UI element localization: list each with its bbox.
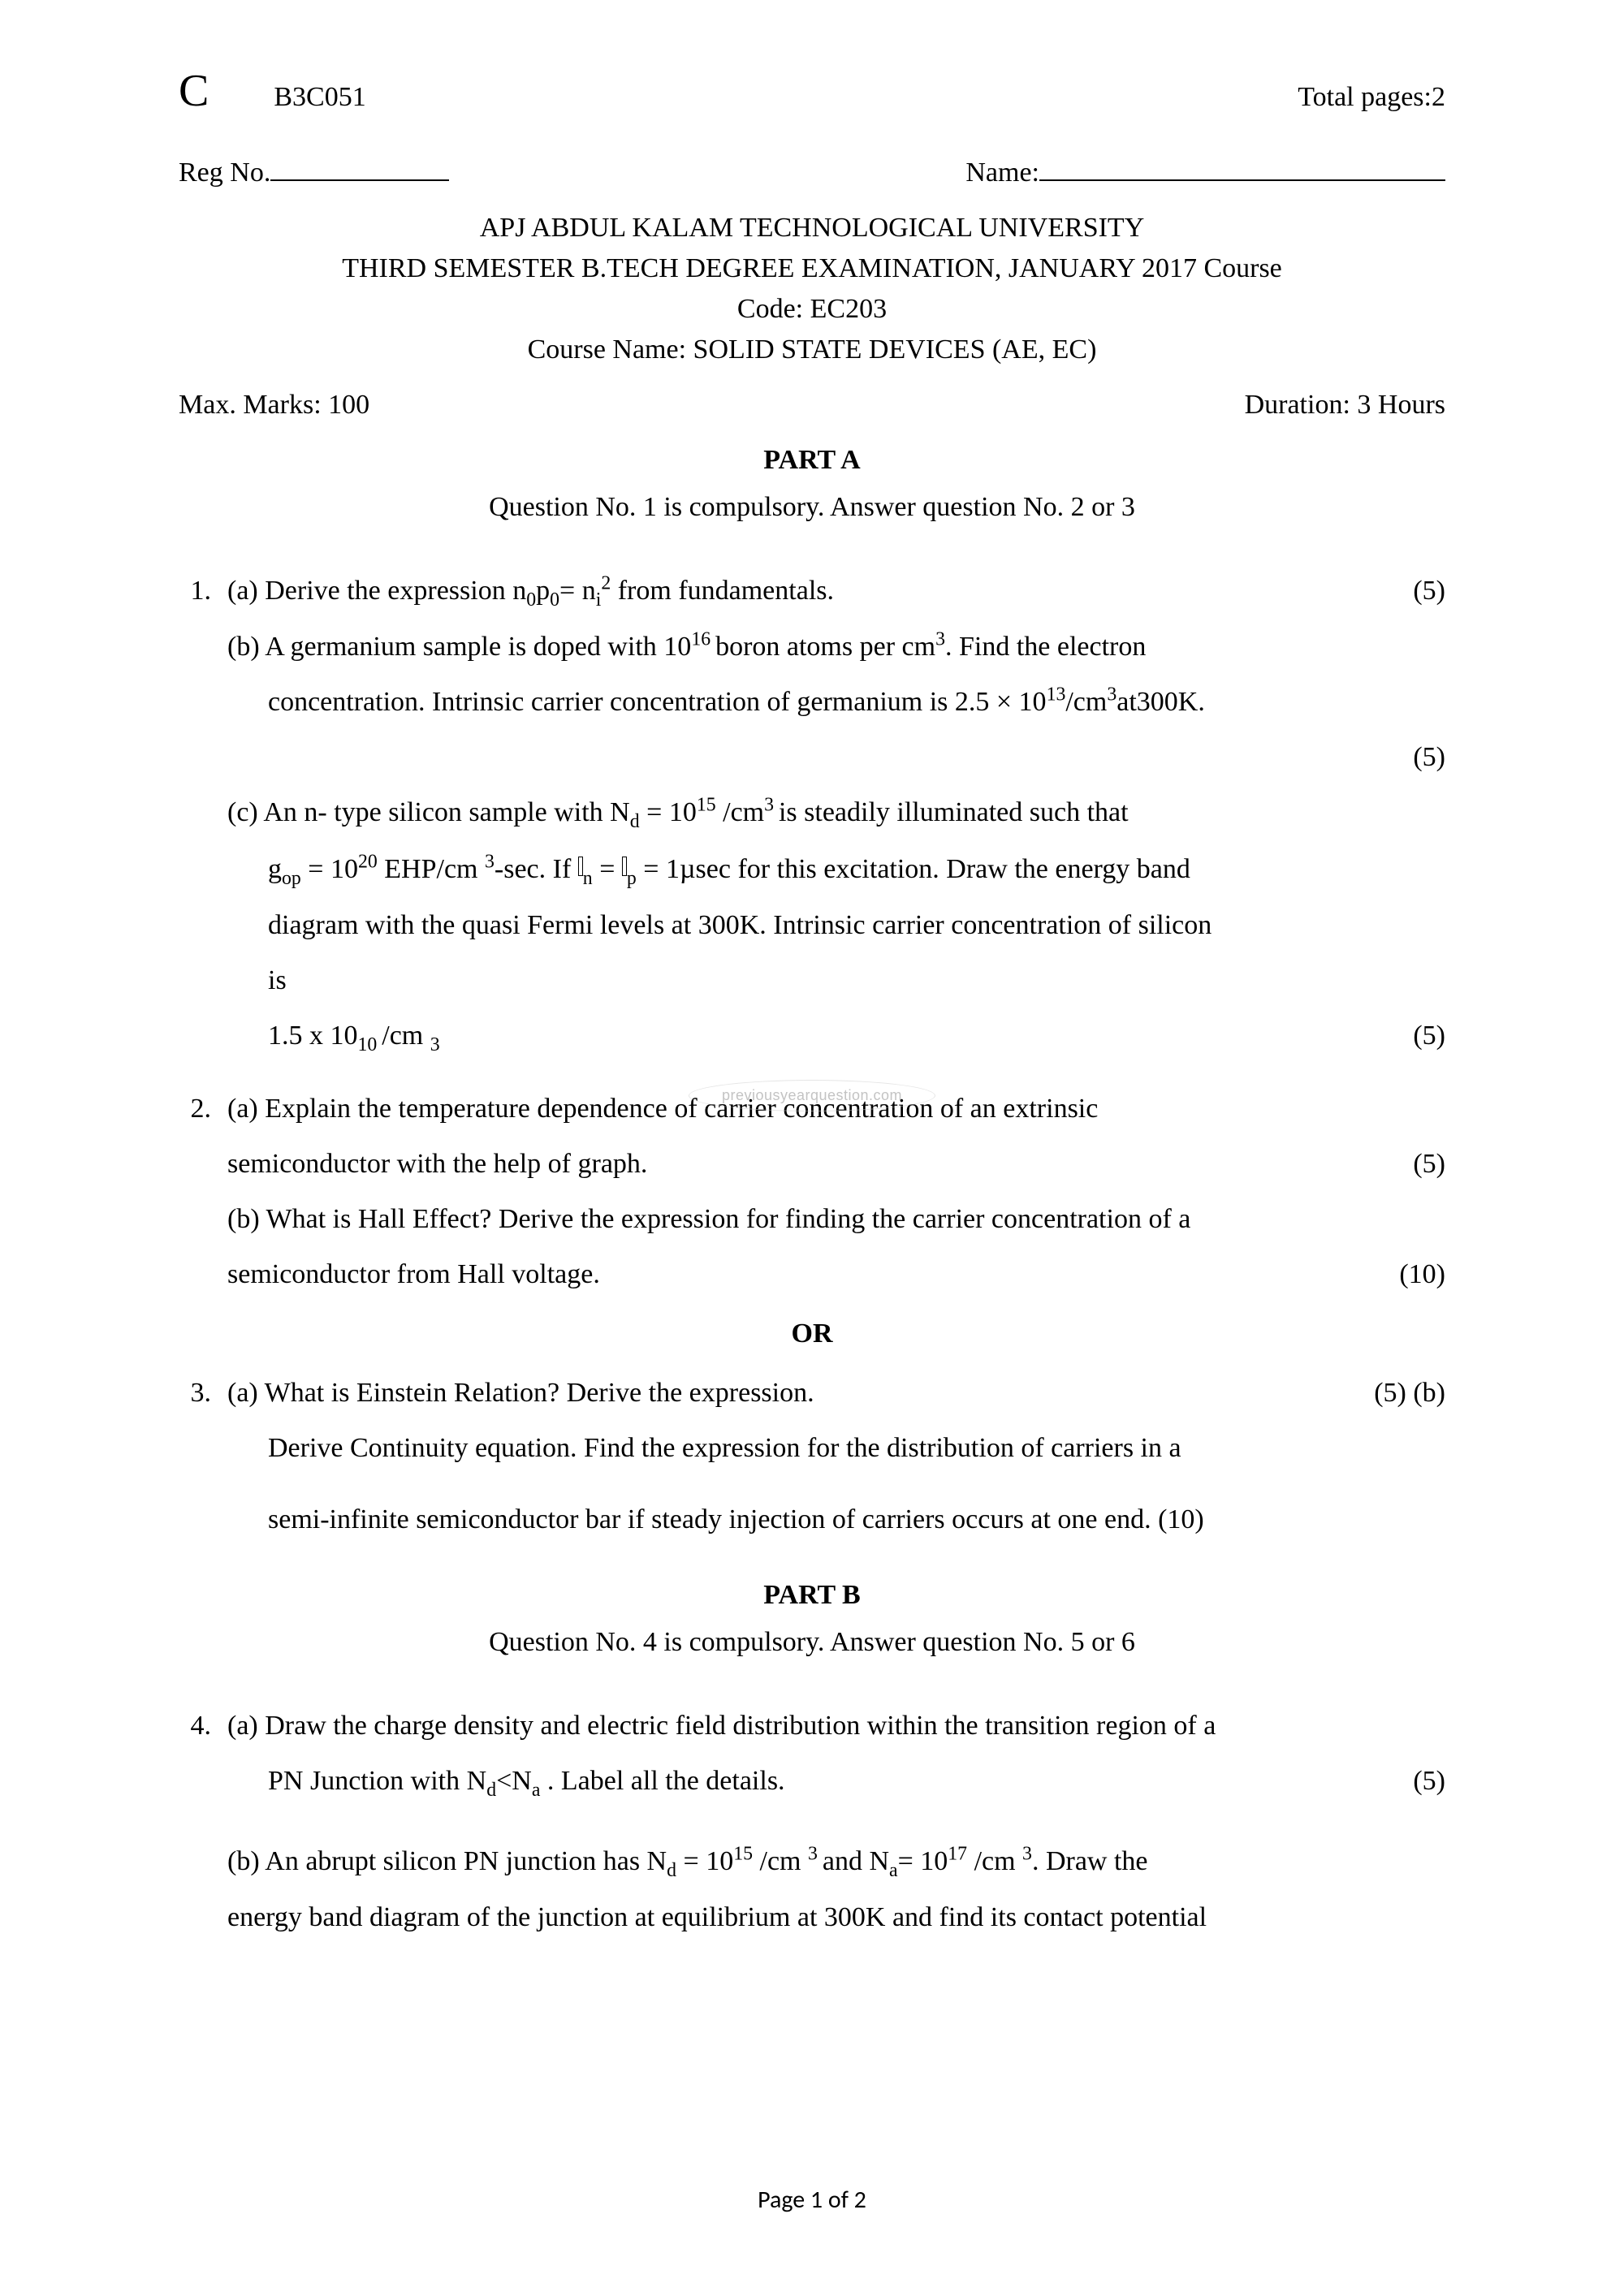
duration: Duration: 3 Hours [1245, 390, 1445, 421]
or-separator: OR [179, 1318, 1445, 1349]
reg-name-line: Reg No. Name: [179, 158, 1445, 188]
q4a-line2: PN Junction with Nd<Na . Label all the d… [227, 1754, 1445, 1810]
code-left-group: C B3C051 [179, 65, 366, 117]
q2a-line1: (a) Explain the temperature dependence o… [227, 1081, 1445, 1137]
part-b-instruction: Question No. 4 is compulsory. Answer que… [179, 1627, 1445, 1658]
name-field: Name: [965, 158, 1445, 188]
q1c-line1: (c) An n- type silicon sample with Nd = … [227, 785, 1445, 841]
q4a-line1: (a) Draw the charge density and electric… [227, 1698, 1445, 1754]
part-a-heading: PART A [179, 445, 1445, 476]
exam-title: THIRD SEMESTER B.TECH DEGREE EXAMINATION… [179, 253, 1445, 284]
q1b-line2: concentration. Intrinsic carrier concent… [227, 675, 1445, 730]
q3b-line2: semi-infinite semiconductor bar if stead… [227, 1492, 1445, 1547]
reg-no-field: Reg No. [179, 158, 449, 188]
q3-number: 3. [179, 1366, 227, 1421]
page-footer: Page 1 of 2 [0, 2185, 1624, 2215]
course-name: Course Name: SOLID STATE DEVICES (AE, EC… [179, 334, 1445, 365]
university-name: APJ ABDUL KALAM TECHNOLOGICAL UNIVERSITY [179, 213, 1445, 244]
tau-icon [578, 857, 583, 876]
paper-code: B3C051 [274, 82, 365, 113]
tau-icon [622, 857, 627, 876]
reg-no-underline [270, 158, 449, 181]
question-3: 3. (a) What is Einstein Relation? Derive… [179, 1366, 1445, 1547]
q1b-marks-line: (5) [227, 730, 1445, 785]
question-4: 4. (a) Draw the charge density and elect… [179, 1698, 1445, 1946]
question-1: 1. (a) Derive the expression n0p0= ni2 f… [179, 563, 1445, 1065]
reg-no-label: Reg No. [179, 158, 270, 188]
q1-body: (a) Derive the expression n0p0= ni2 from… [227, 563, 1445, 619]
q2b-line2: semiconductor from Hall voltage. (10) [227, 1247, 1445, 1302]
q1c-line2: gop = 1020 EHP/cm 3-sec. If n = p = 1µse… [227, 842, 1445, 898]
q1a-marks: (5) [1413, 563, 1445, 619]
q1c-line3: diagram with the quasi Fermi levels at 3… [227, 898, 1445, 953]
part-a-instruction: Question No. 1 is compulsory. Answer que… [179, 492, 1445, 523]
q3b-line1: Derive Continuity equation. Find the exp… [227, 1421, 1445, 1476]
q1c-line5: 1.5 x 1010 /cm 3 (5) [227, 1008, 1445, 1064]
q1c-marks: (5) [1413, 1008, 1445, 1064]
part-b-heading: PART B [179, 1580, 1445, 1611]
q4-number: 4. [179, 1698, 227, 1754]
marks-duration-line: Max. Marks: 100 Duration: 3 Hours [179, 390, 1445, 421]
total-pages: Total pages:2 [1298, 82, 1445, 113]
q1b-marks: (5) [1413, 730, 1445, 785]
q1a-text: (a) Derive the expression n0p0= ni2 from… [227, 576, 834, 606]
q2a-marks: (5) [1413, 1137, 1445, 1192]
header-top-line: C B3C051 Total pages:2 [179, 65, 1445, 117]
q1b-line1: (b) A germanium sample is doped with 101… [227, 619, 1445, 675]
q3a-line1: (a) What is Einstein Relation? Derive th… [227, 1366, 1445, 1421]
max-marks: Max. Marks: 100 [179, 390, 369, 421]
name-label: Name: [965, 158, 1039, 188]
q4b-line2: energy band diagram of the junction at e… [227, 1890, 1445, 1945]
q2a-line2: semiconductor with the help of graph. (5… [227, 1137, 1445, 1192]
section-letter: C [179, 65, 209, 117]
q1-number: 1. [179, 563, 227, 619]
question-2: 2. (a) Explain the temperature dependenc… [179, 1081, 1445, 1302]
q3a-marks: (5) (b) [1374, 1366, 1445, 1421]
q1c-line4: is [227, 953, 1445, 1008]
q2b-line1: (b) What is Hall Effect? Derive the expr… [227, 1192, 1445, 1247]
q2-number: 2. [179, 1081, 227, 1137]
q4a-marks: (5) [1413, 1754, 1445, 1809]
q4b-line1: (b) An abrupt silicon PN junction has Nd… [227, 1834, 1445, 1890]
q2b-marks: (10) [1399, 1247, 1445, 1302]
course-code: Code: EC203 [179, 294, 1445, 325]
name-underline [1039, 158, 1445, 181]
